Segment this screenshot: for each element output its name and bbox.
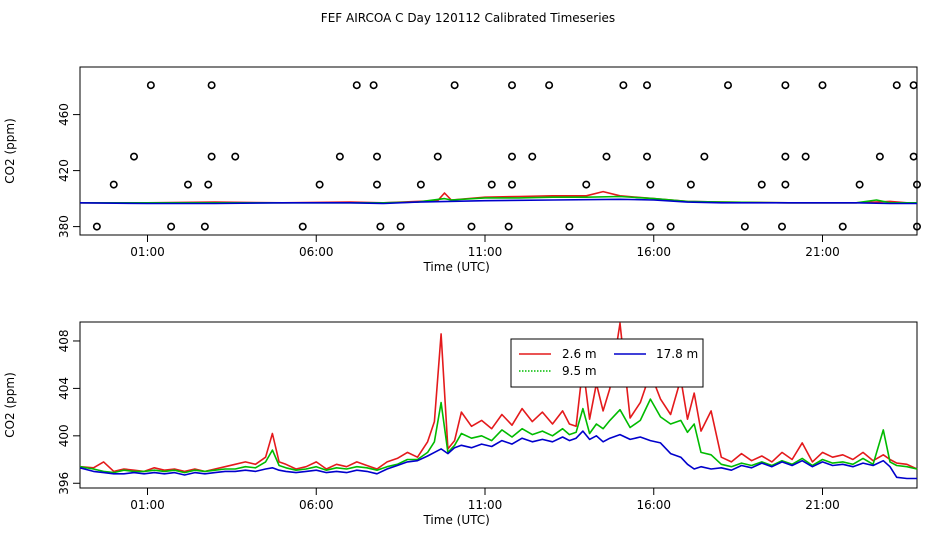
y-axis-title: CO2 (ppm) — [3, 372, 17, 438]
x-tick-label: 06:00 — [299, 498, 334, 512]
x-tick-label: 06:00 — [299, 245, 334, 259]
y-tick-label: 420 — [57, 159, 71, 182]
data-point — [315, 180, 324, 189]
data-point — [801, 152, 810, 161]
bottom-panel: 01:00 06:00 11:00 16:00 21:00 396 400 404 408 Tim… — [3, 321, 918, 527]
data-point — [781, 81, 790, 90]
data-point — [700, 152, 709, 161]
data-point — [109, 180, 118, 189]
data-point — [433, 152, 442, 161]
data-point — [504, 222, 513, 231]
data-point — [781, 152, 790, 161]
series-line-9-5-m — [79, 398, 918, 474]
data-point — [507, 152, 516, 161]
data-point — [838, 222, 847, 231]
data-point — [207, 152, 216, 161]
data-point — [619, 81, 628, 90]
data-point — [167, 222, 176, 231]
data-point — [642, 152, 651, 161]
x-tick-label: 11:00 — [468, 245, 503, 259]
data-point — [818, 81, 827, 90]
legend-label: 9.5 m — [562, 364, 597, 378]
top-panel: 01:00 06:00 11:00 16:00 21:00 380 420 460 Time (… — [3, 66, 921, 274]
data-point — [396, 222, 405, 231]
x-tick-label: 11:00 — [468, 498, 503, 512]
x-tick-label: 01:00 — [130, 498, 165, 512]
legend: 2.6 m 9.5 m 17.8 m — [510, 338, 704, 388]
data-point — [646, 222, 655, 231]
data-point — [528, 152, 537, 161]
data-point — [467, 222, 476, 231]
y-tick-label: 404 — [57, 377, 71, 400]
data-point — [757, 180, 766, 189]
panels: 01:00 06:00 11:00 16:00 21:00 380 420 460 Time (… — [3, 66, 921, 527]
series-line-17-8-m — [79, 198, 917, 205]
data-point — [92, 222, 101, 231]
data-point — [184, 180, 193, 189]
data-point — [335, 152, 344, 161]
data-point — [487, 180, 496, 189]
y-axis-title: CO2 (ppm) — [3, 118, 17, 184]
y-tick-label: 396 — [57, 472, 71, 495]
data-point — [602, 152, 611, 161]
data-point — [740, 222, 749, 231]
series-line-17-8-m — [79, 430, 917, 480]
data-point — [912, 222, 921, 231]
data-point — [207, 81, 216, 90]
data-point — [372, 180, 381, 189]
figure-title: FEF AIRCOA C Day 120112 Calibrated Times… — [321, 11, 615, 25]
x-tick-label: 01:00 — [130, 245, 165, 259]
data-point — [130, 152, 139, 161]
y-tick-label: 460 — [57, 103, 71, 126]
data-point — [204, 180, 213, 189]
x-tick-label: 21:00 — [805, 245, 840, 259]
series-line-2-6-m — [79, 322, 918, 473]
data-point — [642, 81, 651, 90]
data-point — [686, 180, 695, 189]
plot-frame — [79, 321, 918, 489]
data-point — [875, 152, 884, 161]
data-point — [723, 81, 732, 90]
x-tick-label: 21:00 — [805, 498, 840, 512]
data-point — [666, 222, 675, 231]
x-tick-label: 16:00 — [636, 498, 671, 512]
data-point — [352, 81, 361, 90]
data-point — [376, 222, 385, 231]
data-point — [450, 81, 459, 90]
legend-box — [510, 338, 704, 388]
data-point — [369, 81, 378, 90]
plot-frame — [79, 66, 918, 236]
data-point — [507, 81, 516, 90]
data-point — [507, 180, 516, 189]
data-point — [892, 81, 901, 90]
data-point — [909, 81, 918, 90]
data-point — [545, 81, 554, 90]
x-axis-title: Time (UTC) — [422, 260, 489, 274]
data-point — [298, 222, 307, 231]
data-point — [855, 180, 864, 189]
data-point — [231, 152, 240, 161]
data-point — [646, 180, 655, 189]
legend-label: 17.8 m — [656, 347, 698, 361]
y-tick-label: 380 — [57, 215, 71, 238]
legend-label: 2.6 m — [562, 347, 597, 361]
y-tick-label: 408 — [57, 330, 71, 353]
x-axis-title: Time (UTC) — [422, 513, 489, 527]
x-tick-label: 16:00 — [636, 245, 671, 259]
data-point — [912, 180, 921, 189]
data-point — [565, 222, 574, 231]
data-point — [777, 222, 786, 231]
data-point — [416, 180, 425, 189]
data-point — [146, 81, 155, 90]
data-point — [909, 152, 918, 161]
data-point — [200, 222, 209, 231]
data-point — [582, 180, 591, 189]
data-point — [781, 180, 790, 189]
data-point — [372, 152, 381, 161]
y-tick-label: 400 — [57, 424, 71, 447]
